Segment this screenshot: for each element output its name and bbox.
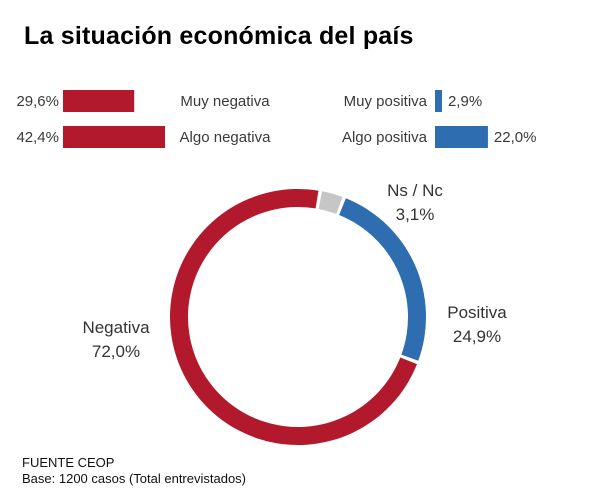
donut-label-ns-nc: Ns / Nc: [387, 181, 443, 200]
donut-slice-ns-nc: [318, 191, 343, 214]
donut-label-positiva: Positiva: [447, 303, 507, 322]
bar-value-muy-negativa: 29,6%: [16, 93, 59, 110]
bar-category-muy-negativa: Muy negativa: [180, 93, 270, 110]
bar-algo-negativa: [63, 126, 165, 148]
bar-value-algo-positiva: 22,0%: [494, 129, 537, 146]
bar-category-algo-positiva: Algo positiva: [342, 129, 428, 146]
bar-algo-positiva: [435, 126, 488, 148]
bar-value-muy-positiva: 2,9%: [448, 93, 482, 110]
donut-value-positiva: 24,9%: [453, 327, 501, 346]
donut-value-ns-nc: 3,1%: [396, 205, 435, 224]
bar-value-algo-negativa: 42,4%: [16, 129, 59, 146]
bar-muy-positiva: [435, 90, 442, 112]
source-label: FUENTE CEOP: [22, 455, 115, 470]
source-note: FUENTE CEOP Base: 1200 casos (Total entr…: [22, 455, 246, 487]
base-label: Base: 1200 casos (Total entrevistados): [22, 471, 247, 486]
bar-muy-negativa: [63, 90, 135, 112]
bar-category-muy-positiva: Muy positiva: [344, 93, 428, 110]
bar-category-algo-negativa: Algo negativa: [180, 129, 272, 146]
donut-slice-positiva: [339, 198, 426, 361]
chart-title: La situación económica del país: [24, 22, 414, 50]
donut-label-negativa: Negativa: [82, 318, 150, 337]
donut-value-negativa: 72,0%: [92, 342, 140, 361]
